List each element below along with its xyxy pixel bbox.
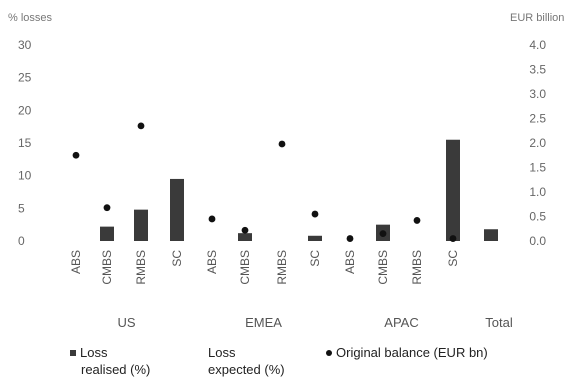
legend-balance: Original balance (EUR bn): [326, 344, 488, 361]
category-label: CMBS: [376, 250, 390, 285]
point-original-balance: [449, 235, 457, 242]
point-original-balance: [103, 204, 111, 212]
y-left-tick-label: 25: [18, 71, 32, 85]
category-label: SC: [446, 250, 460, 267]
legend-realised-line1: Loss: [80, 345, 108, 360]
y-right-tick-label: 1.5: [529, 161, 546, 175]
point-original-balance: [379, 230, 387, 238]
bar-loss-realised: [134, 209, 148, 241]
category-label: RMBS: [275, 250, 289, 285]
y-right-ticks: 0.0 0.5 1.0 1.5 2.0 2.5 3.0 3.5 4.0: [529, 38, 546, 248]
category-label: RMBS: [134, 250, 148, 285]
point-original-balance: [346, 235, 354, 242]
category-label: CMBS: [238, 250, 252, 285]
bar-loss-realised: [484, 229, 498, 241]
y-right-tick-label: 2.5: [529, 112, 546, 126]
y-right-tick-label: 3.0: [529, 87, 546, 101]
category-label: SC: [308, 250, 322, 267]
legend-realised: Loss realised (%): [70, 344, 150, 378]
y-right-axis-label: EUR billion: [510, 12, 564, 24]
y-left-tick-label: 5: [18, 201, 25, 215]
legend-balance-dot-icon: [326, 350, 332, 356]
category-label: ABS: [343, 250, 357, 274]
y-left-axis-label: % losses: [8, 12, 53, 24]
y-right-tick-label: 3.5: [529, 63, 546, 77]
y-left-tick-label: 20: [18, 103, 32, 117]
group-label: Total: [485, 315, 513, 330]
y-right-tick-label: 1.0: [529, 185, 546, 199]
group-label: US: [117, 315, 135, 330]
y-left-tick-label: 10: [18, 169, 32, 183]
group-label: EMEA: [245, 315, 282, 330]
point-original-balance: [208, 215, 216, 223]
category-label: SC: [170, 250, 184, 267]
points: [72, 122, 457, 242]
point-original-balance: [278, 140, 286, 148]
point-original-balance: [311, 210, 319, 218]
point-original-balance: [241, 226, 249, 234]
legend-balance-label: Original balance (EUR bn): [336, 345, 488, 360]
category-labels: ABS CMBS RMBS SC ABS CMBS RMBS SC ABS CMBS RMBS SC: [69, 250, 460, 285]
bar-loss-realised: [100, 226, 114, 241]
y-right-tick-label: 4.0: [529, 38, 546, 52]
bars: [100, 139, 498, 241]
bar-loss-realised: [446, 139, 460, 241]
point-original-balance: [137, 122, 145, 130]
category-label: ABS: [205, 250, 219, 274]
legend-realised-square-icon: [70, 350, 76, 356]
bar-loss-realised: [170, 178, 184, 241]
bar-loss-realised: [238, 233, 252, 241]
legend-expected-line1: Loss: [208, 345, 236, 360]
y-right-tick-label: 2.0: [529, 136, 546, 150]
legend-realised-line2: realised (%): [81, 362, 151, 377]
legend-expected: Loss expected (%): [208, 344, 285, 378]
category-label: CMBS: [100, 250, 114, 285]
point-original-balance: [413, 217, 421, 224]
group-labels: US EMEA APAC Total: [117, 315, 512, 330]
y-right-tick-label: 0.0: [529, 234, 546, 248]
y-right-tick-label: 0.5: [529, 210, 546, 224]
y-left-tick-label: 30: [18, 38, 32, 52]
category-label: RMBS: [410, 250, 424, 285]
y-left-tick-label: 15: [18, 136, 32, 150]
point-original-balance: [72, 151, 80, 159]
bar-loss-realised: [308, 235, 322, 241]
legend-expected-line2: expected (%): [208, 362, 285, 377]
category-label: ABS: [69, 250, 83, 274]
y-left-tick-label: 0: [18, 234, 25, 248]
group-label: APAC: [384, 315, 418, 330]
y-left-ticks: 0 5 10 15 20 25 30: [18, 38, 32, 248]
